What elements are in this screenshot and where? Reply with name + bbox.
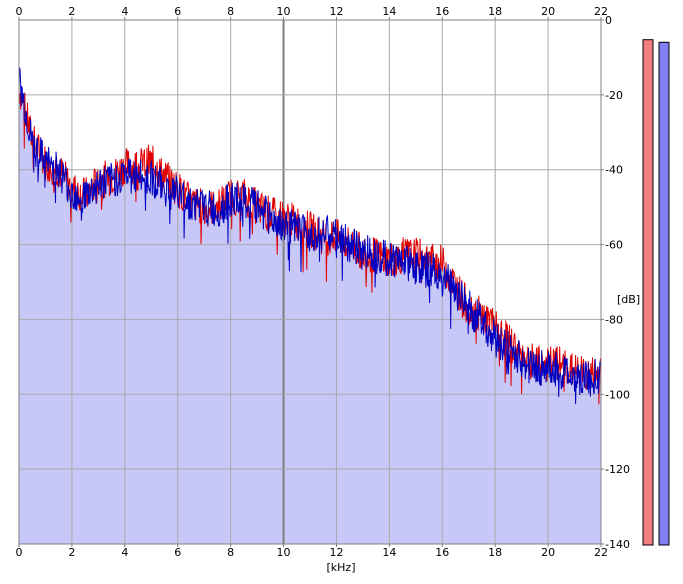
x-ticks-top: 0 2 4 6 8 10 12 14 16 18 20 22: [16, 5, 608, 20]
x-tick-label-bottom: 22: [594, 546, 608, 559]
spectrum-fill-area: [19, 90, 601, 544]
y-tick-label: -140: [605, 538, 630, 551]
y-ticks-right: 0 -20 -40 -60 -80 -100 -120 -140: [601, 14, 630, 551]
level-meters: [642, 39, 670, 546]
x-tick-label-top: 18: [488, 5, 502, 18]
x-tick-label-top: 14: [382, 5, 396, 18]
x-tick-label-top: 4: [121, 5, 128, 18]
x-tick-label-top: 2: [68, 5, 75, 18]
y-axis-label: [dB]: [617, 293, 640, 306]
level-meter-left: [642, 39, 654, 546]
x-tick-label-top: 22: [594, 5, 608, 18]
x-tick-label-bottom: 16: [435, 546, 449, 559]
plot-frame: [18, 19, 602, 545]
x-tick-label-top: 0: [16, 5, 23, 18]
x-tick-label-top: 16: [435, 5, 449, 18]
grid: [19, 20, 601, 544]
y-tick-label: -100: [605, 388, 630, 401]
x-tick-label-bottom: 4: [121, 546, 128, 559]
x-tick-label-top: 12: [329, 5, 343, 18]
x-tick-label-bottom: 2: [68, 546, 75, 559]
x-tick-label-top: 10: [277, 5, 291, 18]
y-tick-label: -60: [605, 239, 623, 252]
x-tick-label-top: 6: [174, 5, 181, 18]
x-tick-label-top: 8: [227, 5, 234, 18]
y-tick-label: -80: [605, 313, 623, 326]
level-meter-right: [658, 41, 670, 546]
x-tick-label-bottom: 0: [16, 546, 23, 559]
series-line-blue: [18, 67, 602, 405]
x-axis-label: [kHz]: [327, 561, 356, 574]
plot-area: [18, 19, 602, 545]
x-tick-label-bottom: 10: [277, 546, 291, 559]
x-tick-label-bottom: 8: [227, 546, 234, 559]
y-tick-label: -20: [605, 89, 623, 102]
x-tick-label-bottom: 18: [488, 546, 502, 559]
x-tick-label-bottom: 14: [382, 546, 396, 559]
y-tick-label: -40: [605, 164, 623, 177]
x-tick-label-bottom: 20: [541, 546, 555, 559]
x-tick-label-bottom: 6: [174, 546, 181, 559]
y-tick-label: 0: [605, 14, 612, 27]
x-tick-label-top: 20: [541, 5, 555, 18]
x-ticks-bottom: 0 2 4 6 8 10 12 14 16 18 20 22: [16, 544, 608, 559]
x-tick-label-bottom: 12: [329, 546, 343, 559]
y-tick-label: -120: [605, 463, 630, 476]
